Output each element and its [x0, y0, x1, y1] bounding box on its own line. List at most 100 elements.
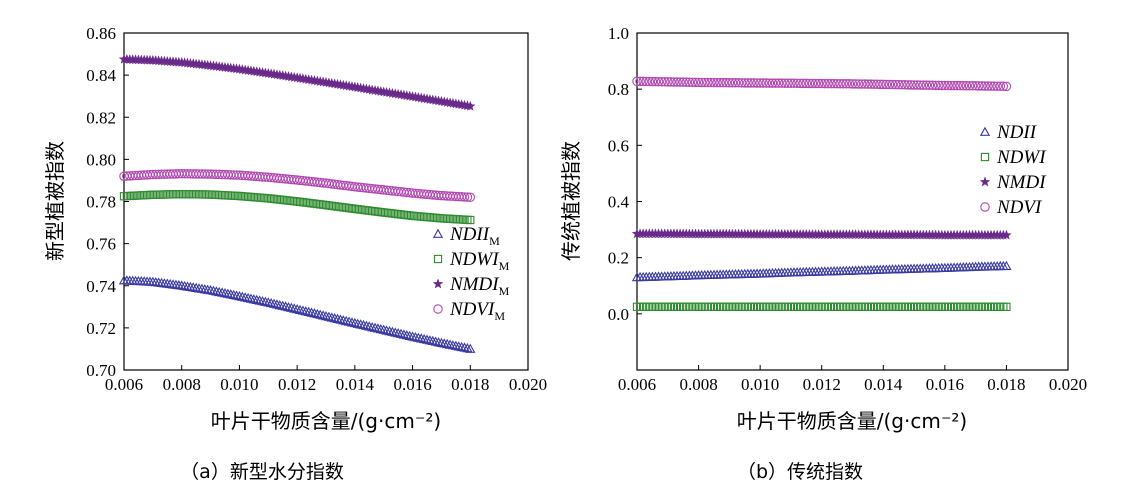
legend-marker-ndii: [432, 228, 444, 238]
data-point-ndii: [231, 290, 242, 300]
data-point-ndii: [346, 317, 358, 327]
data-point-ndvi: [709, 77, 719, 88]
data-point-ndii: [352, 318, 363, 328]
data-point-ndii: [317, 310, 329, 320]
data-point-nmdi: [1001, 229, 1012, 240]
data-point-ndii: [274, 299, 285, 310]
data-point-ndvi: [909, 80, 919, 90]
data-point-ndvi: [937, 80, 947, 91]
series-nmdi: [118, 53, 476, 111]
data-point-ndvi: [798, 78, 808, 89]
y-ticks-a: 0.70 0.72 0.74 0.76 0.78 0.80 0.82 0.84 0.86: [86, 24, 129, 380]
legend-label-ndii: NDIIM: [449, 224, 500, 248]
x-tick-label: 0.010: [220, 375, 258, 394]
data-point-ndvi: [755, 78, 765, 88]
data-point-ndvi: [820, 78, 830, 89]
data-point-ndvi: [903, 80, 913, 90]
y-tick-label: 0.80: [86, 150, 116, 169]
data-point-ndii: [277, 300, 288, 310]
x-tick-label: 0.020: [509, 375, 547, 394]
data-point-ndvi: [998, 81, 1009, 92]
data-point-ndii: [372, 323, 384, 333]
data-point-ndvi: [869, 79, 879, 89]
data-point-ndii: [237, 291, 248, 301]
data-point-ndii: [315, 309, 326, 319]
legend-marker-nmdi: [432, 278, 444, 289]
data-point-ndii: [450, 340, 461, 350]
data-point-ndii: [427, 335, 438, 346]
y-tick-label: 0.0: [608, 305, 629, 324]
data-point-ndvi: [687, 77, 698, 88]
panel-caption-b: （b）传统指数: [737, 461, 863, 483]
data-point-ndvi: [724, 77, 735, 88]
data-point-ndvi: [816, 78, 827, 89]
data-point-ndii: [289, 303, 300, 313]
data-point-ndvi: [675, 77, 685, 87]
data-point-ndii: [309, 308, 320, 318]
data-point-ndvi: [659, 77, 670, 87]
data-point-ndvi: [663, 77, 673, 87]
data-point-ndii: [416, 333, 427, 343]
data-point-ndvi: [746, 78, 756, 88]
data-point-ndii: [260, 296, 271, 306]
data-point-ndii: [401, 330, 412, 340]
x-ticks-b: 0.006 0.008 0.010 0.012 0.014 0.016 0.018 0.020: [618, 365, 1087, 394]
data-point-ndvi: [930, 80, 941, 91]
data-point-ndvi: [921, 80, 932, 90]
data-point-ndii: [242, 292, 254, 303]
data-point-ndvi: [736, 78, 747, 88]
y-tick-label: 0.72: [86, 319, 116, 338]
data-point-ndvi: [635, 76, 645, 87]
data-point-ndvi: [829, 78, 839, 89]
data-point-ndvi: [838, 78, 849, 89]
y-axis-title-a: 新型植被指数: [43, 141, 67, 261]
data-point-ndvi: [770, 78, 781, 88]
data-point-ndvi: [872, 79, 882, 90]
data-point-ndii: [453, 341, 464, 351]
data-point-ndii: [245, 293, 257, 303]
data-point-ndvi: [844, 79, 855, 89]
x-tick-label: 0.008: [679, 375, 717, 394]
data-point-ndii: [378, 324, 389, 334]
data-point-ndvi: [706, 77, 716, 88]
data-point-ndvi: [761, 78, 772, 88]
data-point-ndvi: [792, 78, 802, 89]
legend-marker-ndwi: [433, 254, 443, 264]
data-point-ndvi: [653, 76, 664, 87]
data-point-ndii: [228, 289, 239, 300]
legend-label-ndvi: NDVIM: [449, 299, 505, 323]
data-point-ndvi: [780, 78, 790, 88]
legend-label-ndwi: NDWIM: [449, 249, 510, 273]
data-point-ndvi: [727, 77, 738, 88]
data-point-ndvi: [459, 192, 470, 202]
data-point-ndvi: [924, 80, 935, 90]
x-tick-label: 0.018: [987, 375, 1025, 394]
y-tick-label: 0.78: [86, 193, 116, 212]
x-tick-label: 0.018: [451, 375, 489, 394]
series-b: [631, 76, 1012, 311]
data-point-ndvi: [927, 80, 938, 91]
x-tick-label: 0.008: [163, 375, 201, 394]
data-point-ndii: [424, 335, 436, 345]
data-point-ndvi: [699, 77, 710, 88]
x-tick-label: 0.006: [618, 375, 656, 394]
data-point-ndvi: [856, 79, 867, 89]
data-point-ndii: [418, 333, 430, 344]
data-point-ndii: [355, 319, 366, 329]
data-point-ndvi: [860, 79, 870, 89]
data-point-ndii: [266, 297, 277, 308]
x-tick-label: 0.020: [1049, 375, 1087, 394]
data-point-ndvi: [1001, 81, 1012, 92]
data-point-ndvi: [786, 78, 796, 89]
legend-marker-ndwi: [980, 152, 990, 162]
series-ndwi: [632, 302, 1011, 311]
data-point-ndii: [381, 325, 392, 335]
data-point-ndii: [393, 328, 404, 338]
data-point-ndii: [375, 323, 386, 334]
data-point-ndvi: [826, 78, 836, 89]
data-point-ndii: [219, 287, 231, 298]
data-point-ndvi: [912, 80, 922, 90]
data-point-ndii: [254, 295, 265, 305]
data-point-ndvi: [853, 79, 864, 89]
data-point-ndii: [332, 313, 343, 323]
